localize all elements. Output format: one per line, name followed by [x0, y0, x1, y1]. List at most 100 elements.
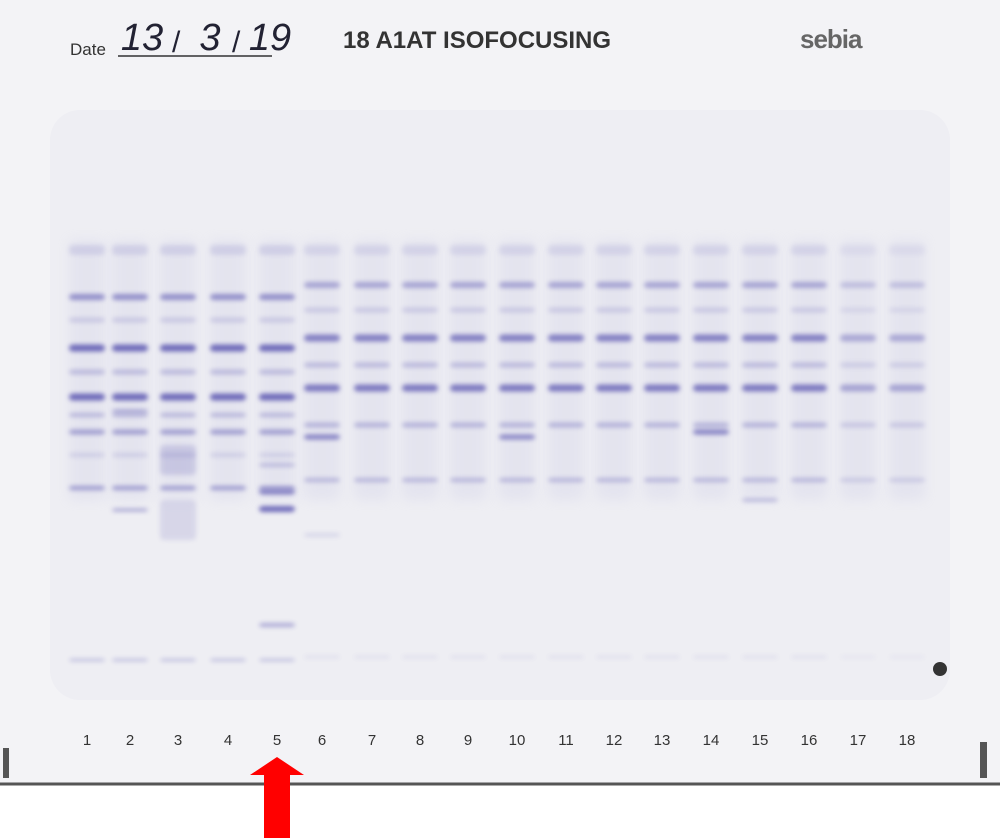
band [402, 362, 438, 368]
band [304, 245, 340, 255]
band [259, 413, 295, 417]
band [112, 409, 148, 413]
band [596, 422, 632, 428]
band [644, 478, 680, 482]
band [499, 362, 535, 368]
band [402, 307, 438, 313]
band [210, 452, 246, 458]
band [889, 655, 925, 659]
band [791, 478, 827, 482]
band [210, 294, 246, 300]
band [160, 500, 196, 540]
bands [69, 240, 925, 662]
lane-number: 3 [174, 732, 182, 749]
band [112, 294, 148, 300]
band [742, 384, 778, 392]
band [791, 245, 827, 255]
band [548, 307, 584, 313]
band [840, 282, 876, 288]
band [160, 429, 196, 435]
band [210, 658, 246, 662]
band [791, 334, 827, 342]
band [354, 655, 390, 659]
lane-number: 6 [318, 732, 326, 749]
band [402, 245, 438, 255]
band [160, 317, 196, 323]
band [791, 362, 827, 368]
band [210, 317, 246, 323]
band [450, 245, 486, 255]
band [304, 282, 340, 288]
band [742, 362, 778, 368]
band [889, 307, 925, 313]
band [450, 334, 486, 342]
band [644, 307, 680, 313]
band [259, 486, 295, 490]
band [160, 413, 196, 417]
band [644, 422, 680, 428]
band [259, 294, 295, 300]
lane-number: 7 [368, 732, 376, 749]
lane-number: 9 [464, 732, 472, 749]
band [596, 334, 632, 342]
band [69, 452, 105, 458]
band [354, 384, 390, 392]
band [596, 282, 632, 288]
band [889, 362, 925, 368]
band [69, 413, 105, 417]
band [450, 282, 486, 288]
lane-smear [693, 240, 729, 500]
band [644, 655, 680, 659]
band [112, 413, 148, 417]
band [259, 344, 295, 352]
band [742, 282, 778, 288]
band [596, 362, 632, 368]
band [210, 486, 246, 490]
arrow [250, 757, 304, 838]
date-month: 3 [199, 17, 220, 59]
band [450, 384, 486, 392]
band [210, 245, 246, 255]
band [69, 658, 105, 662]
band [304, 478, 340, 482]
band [644, 334, 680, 342]
lane-number: 14 [703, 732, 720, 749]
band [210, 413, 246, 417]
band [644, 282, 680, 288]
band [304, 533, 340, 537]
band [402, 655, 438, 659]
band [548, 655, 584, 659]
band [69, 393, 105, 401]
band [791, 422, 827, 428]
band [840, 307, 876, 313]
date-day: 13 [121, 17, 163, 59]
band [499, 422, 535, 428]
edge-mark [3, 748, 9, 778]
band [693, 282, 729, 288]
band [210, 369, 246, 375]
band [693, 245, 729, 255]
band [69, 317, 105, 323]
band [450, 362, 486, 368]
band [742, 498, 778, 502]
band [644, 362, 680, 368]
band [69, 429, 105, 435]
lane-number: 18 [899, 732, 916, 749]
band [112, 317, 148, 323]
band [450, 307, 486, 313]
band [160, 294, 196, 300]
band [548, 334, 584, 342]
band [259, 393, 295, 401]
lane-smear [304, 240, 340, 500]
band [548, 422, 584, 428]
gel-title: 18 A1AT ISOFOCUSING [343, 27, 611, 54]
band [450, 478, 486, 482]
band [402, 422, 438, 428]
band [259, 658, 295, 662]
band [596, 384, 632, 392]
band [693, 307, 729, 313]
lane-numbers: 1 2 3 4 5 6 7 8 9 10 11 12 13 14 15 16 17 18 [83, 732, 916, 749]
band [304, 434, 340, 440]
band [596, 478, 632, 482]
dot [933, 662, 947, 676]
